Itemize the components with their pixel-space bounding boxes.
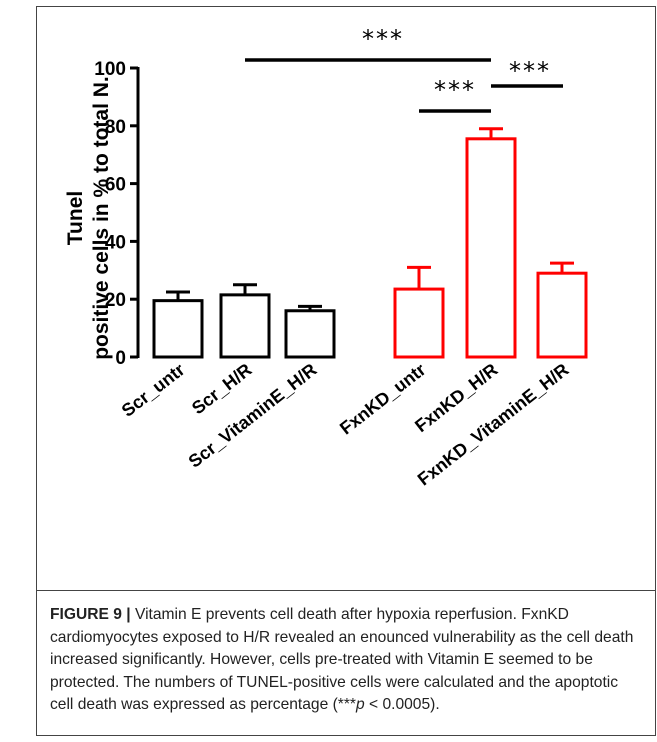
x-tick-label: Scr_untr: [118, 359, 189, 420]
y-axis: 0 20 40 60 80 100: [94, 59, 140, 369]
significance-label: ***: [362, 25, 404, 53]
bar: [284, 309, 336, 359]
y-tick-label: 40: [105, 232, 126, 253]
bars: [152, 127, 588, 359]
significance-label: ***: [509, 57, 551, 85]
caption-p-symbol: p: [356, 696, 365, 713]
y-tick-label: 80: [105, 117, 126, 138]
bar: [536, 271, 588, 359]
caption-text-end: < 0.0005).: [364, 696, 440, 713]
figure-border: [36, 6, 656, 736]
bar: [393, 287, 445, 359]
bar: [152, 299, 204, 359]
y-tick-label: 0: [115, 348, 126, 369]
y-tick-label: 100: [94, 59, 126, 80]
bar: [219, 293, 271, 359]
figure-caption-divider: [36, 590, 656, 591]
figure-label: FIGURE 9 |: [50, 606, 131, 623]
bar: [465, 137, 517, 359]
y-tick-label: 60: [105, 175, 126, 196]
significance-label: ***: [434, 76, 476, 104]
y-axis-label-line1: Tunel: [64, 191, 87, 245]
figure-caption: FIGURE 9 | Vitamin E prevents cell death…: [50, 604, 645, 717]
caption-text: Vitamin E prevents cell death after hypo…: [50, 606, 634, 713]
y-axis-label-line2: positive cells in % to total N.: [90, 76, 113, 360]
significance-annotations: *** *** ***: [245, 25, 563, 113]
y-tick-label: 20: [105, 290, 126, 311]
